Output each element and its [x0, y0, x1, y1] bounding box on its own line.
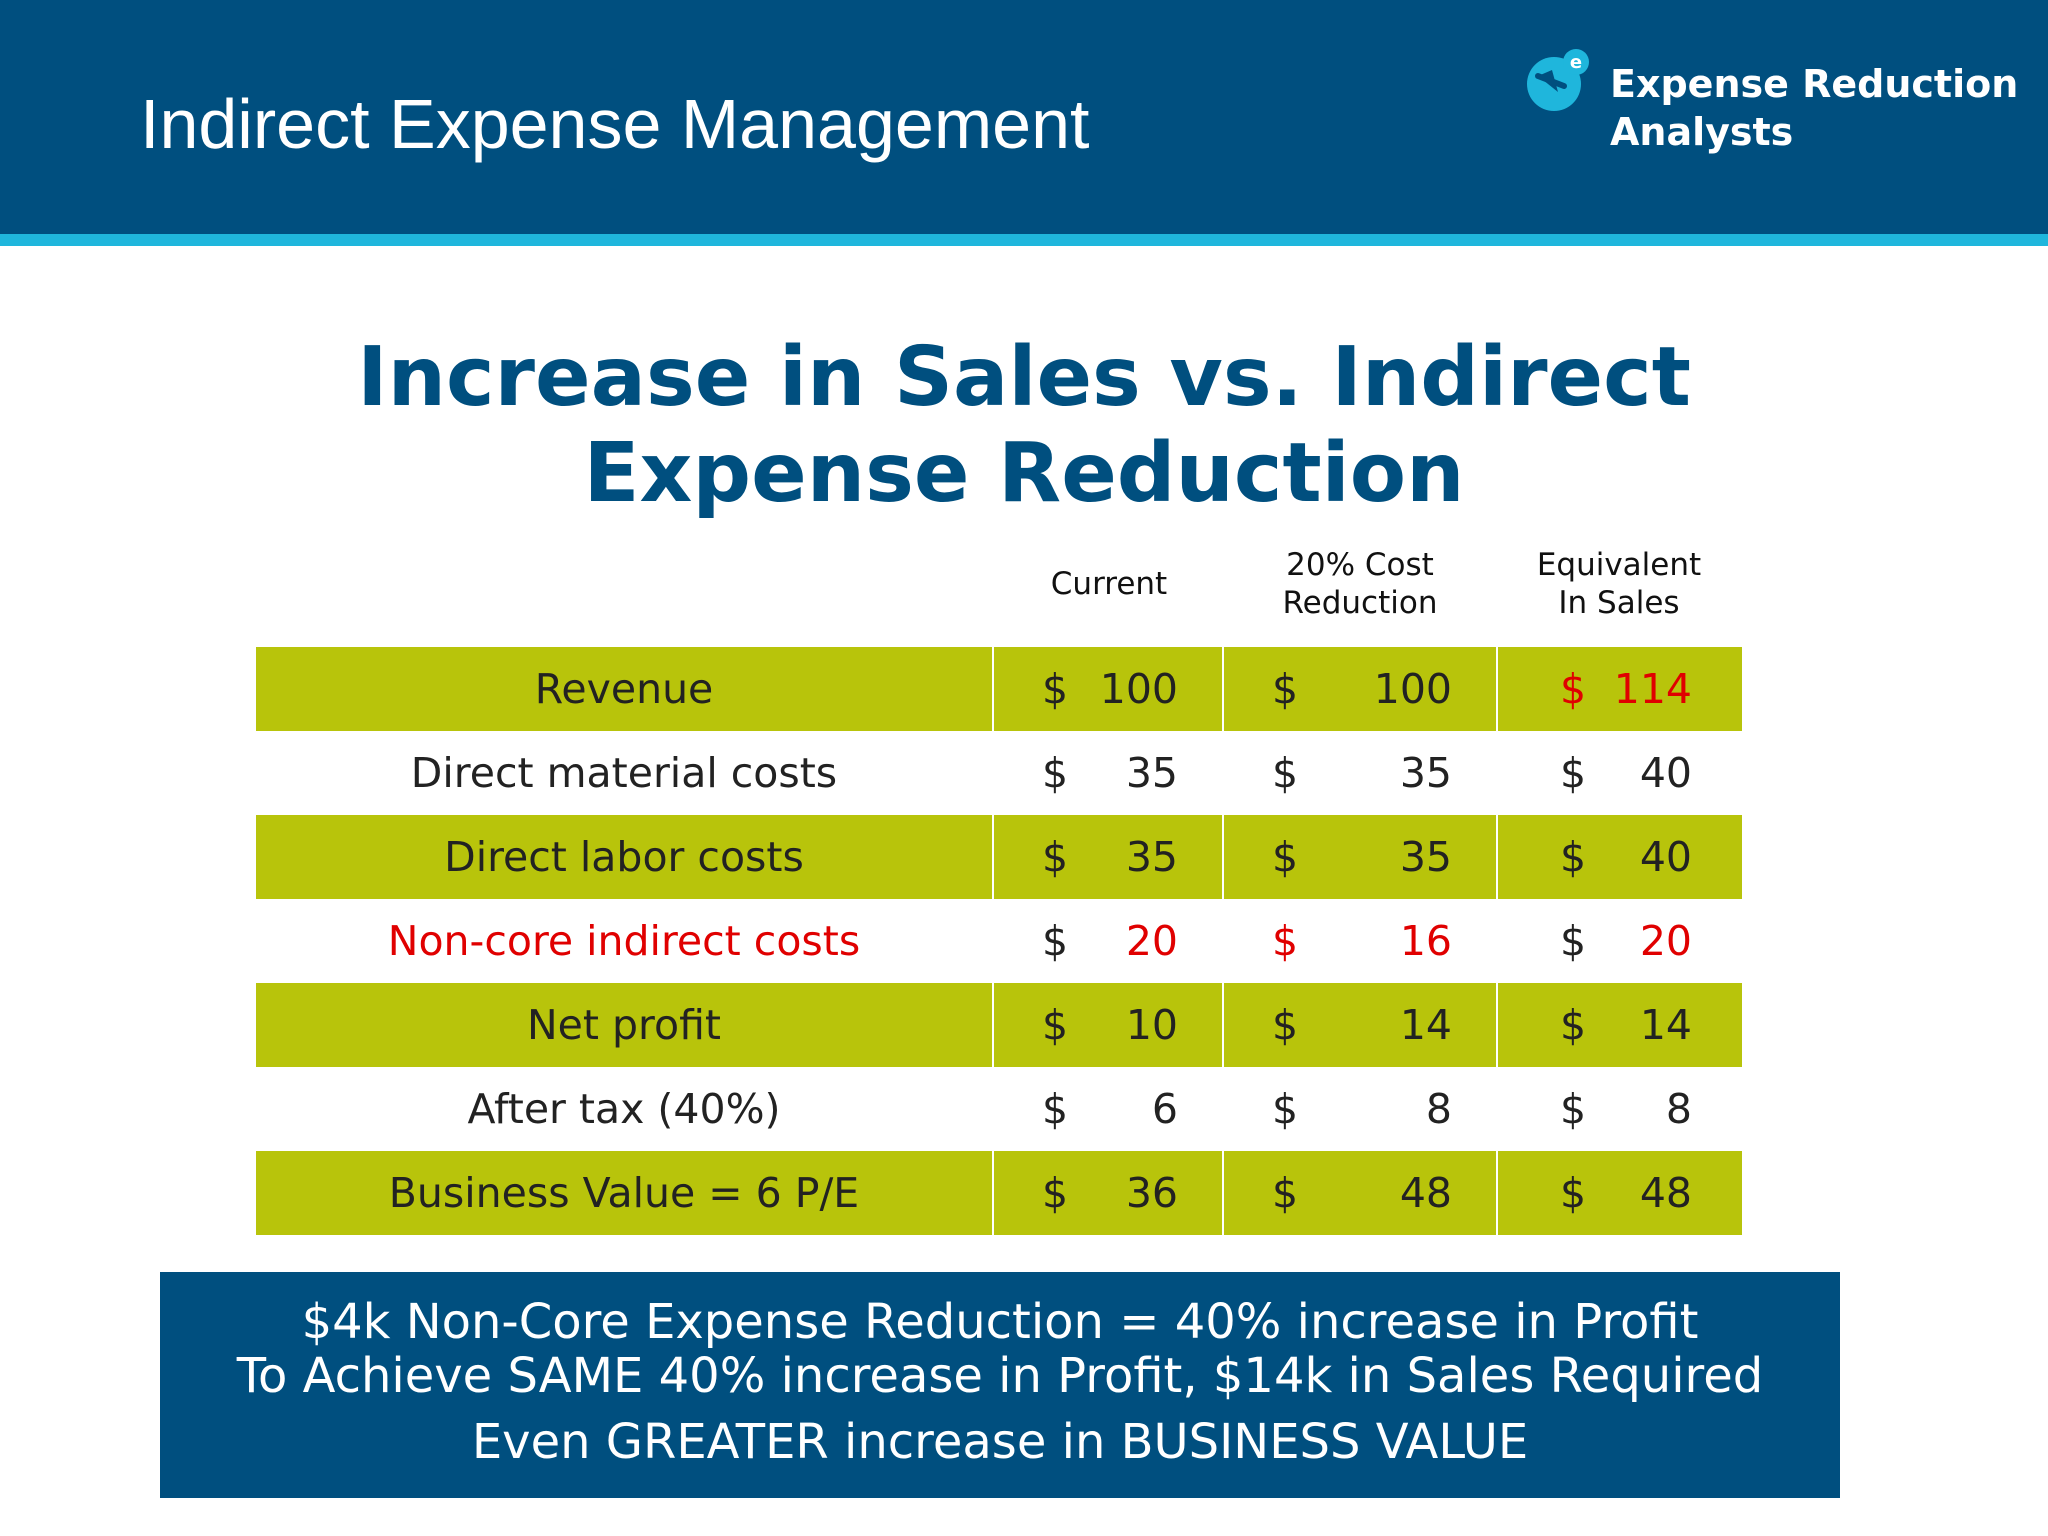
company-logo: e Expense Reduction Analysts	[1524, 46, 2018, 166]
currency-symbol: $	[1042, 917, 1069, 965]
table-cell: $40	[1498, 731, 1742, 815]
cell-value: 48	[1399, 1169, 1452, 1217]
row-label: Direct labor costs	[256, 815, 992, 899]
slide-title-line-1: Increase in Sales vs. Indirect	[357, 330, 1691, 425]
currency-symbol: $	[1042, 749, 1069, 797]
table-row: Revenue $100 $100 $114	[256, 647, 1742, 731]
table-cell: $48	[1498, 1151, 1742, 1235]
currency-symbol: $	[1272, 749, 1299, 797]
header-bar	[0, 0, 2048, 234]
currency-symbol: $	[1272, 833, 1299, 881]
table-cell: $100	[994, 647, 1222, 731]
slide-title-line-2: Expense Reduction	[583, 426, 1465, 521]
cell-value: 20	[1639, 917, 1692, 965]
table-cell: $16	[1224, 899, 1496, 983]
table-cell: $36	[994, 1151, 1222, 1235]
currency-symbol: $	[1042, 665, 1069, 713]
table-cell: $14	[1498, 983, 1742, 1067]
currency-symbol: $	[1560, 665, 1587, 713]
table-cell: $48	[1224, 1151, 1496, 1235]
currency-symbol: $	[1560, 749, 1587, 797]
currency-symbol: $	[1560, 1169, 1587, 1217]
comparison-table: Revenue $100 $100 $114 Direct material costs…	[256, 647, 1742, 1235]
table-cell: $10	[994, 983, 1222, 1067]
currency-symbol: $	[1042, 1085, 1069, 1133]
table-cell: $8	[1224, 1067, 1496, 1151]
table-row: Direct labor costs $35 $35 $40	[256, 815, 1742, 899]
cell-value: 35	[1399, 833, 1452, 881]
column-header-current: Current	[1050, 566, 1168, 602]
summary-line-2: To Achieve SAME 40% increase in Profit, …	[236, 1348, 1764, 1404]
cell-value: 48	[1639, 1169, 1692, 1217]
summary-banner: $4k Non-Core Expense Reduction = 40% inc…	[160, 1272, 1840, 1498]
summary-line-1: $4k Non-Core Expense Reduction = 40% inc…	[301, 1294, 1699, 1350]
table-cell: $8	[1498, 1067, 1742, 1151]
row-label: Direct material costs	[410, 749, 838, 797]
cell-value: 14	[1639, 1001, 1692, 1049]
table-cell: $35	[994, 731, 1222, 815]
column-header-equivalent-sales: Equivalent In Sales	[1536, 547, 1702, 621]
table-cell: $35	[1224, 815, 1496, 899]
summary-line-3: Even GREATER increase in BUSINESS VALUE	[471, 1414, 1529, 1470]
cell-value: 114	[1613, 665, 1692, 713]
cell-value: 35	[1399, 749, 1452, 797]
currency-symbol: $	[1272, 1001, 1299, 1049]
currency-symbol: $	[1272, 1085, 1299, 1133]
logo-line-1: Expense Reduction	[1610, 62, 2019, 106]
cell-value: 35	[1125, 833, 1178, 881]
row-label: Business Value = 6 P/E	[256, 1151, 992, 1235]
row-label: Net profit	[256, 983, 992, 1067]
currency-symbol: $	[1560, 1001, 1587, 1049]
table-cell: $20	[994, 899, 1222, 983]
currency-symbol: $	[1272, 665, 1299, 713]
table-row: Direct material costs $35 $35 $40	[256, 731, 1742, 815]
cell-value: 10	[1125, 1001, 1178, 1049]
table-cell: $35	[1224, 731, 1496, 815]
header-title: Indirect Expense Management	[140, 85, 1090, 163]
cell-value: 16	[1399, 917, 1452, 965]
currency-symbol: $	[1560, 1085, 1587, 1133]
slide-title: Increase in Sales vs. Indirect Expense R…	[0, 330, 2048, 522]
cell-value: 14	[1399, 1001, 1452, 1049]
cell-value: 36	[1125, 1169, 1178, 1217]
table-cell: $100	[1224, 647, 1496, 731]
table-cell: $40	[1498, 815, 1742, 899]
table-row: Business Value = 6 P/E $36 $48 $48	[256, 1151, 1742, 1235]
cell-value: 35	[1125, 749, 1178, 797]
table-row: Net profit $10 $14 $14	[256, 983, 1742, 1067]
currency-symbol: $	[1272, 1169, 1299, 1217]
header-stripe	[0, 234, 2048, 246]
table-cell: $35	[994, 815, 1222, 899]
currency-symbol: $	[1042, 1001, 1069, 1049]
table-cell: $114	[1498, 647, 1742, 731]
table-cell: $6	[994, 1067, 1222, 1151]
svg-text:e: e	[1570, 52, 1582, 73]
cell-value: 20	[1125, 917, 1178, 965]
cell-value: 40	[1639, 833, 1692, 881]
currency-symbol: $	[1272, 917, 1299, 965]
row-label: Revenue	[256, 647, 992, 731]
table-row: After tax (40%) $6 $8 $8	[256, 1067, 1742, 1151]
currency-symbol: $	[1042, 1169, 1069, 1217]
cell-value: 8	[1425, 1085, 1452, 1133]
logo-text: Expense Reduction Analysts	[1610, 60, 2018, 156]
table-cell: $20	[1498, 899, 1742, 983]
cell-value: 40	[1639, 749, 1692, 797]
table-cell: $14	[1224, 983, 1496, 1067]
row-label: After tax (40%)	[467, 1085, 781, 1133]
cell-value: 8	[1665, 1085, 1692, 1133]
cell-value: 6	[1151, 1085, 1178, 1133]
currency-symbol: $	[1560, 833, 1587, 881]
table-row: Non-core indirect costs $20 $16 $20	[256, 899, 1742, 983]
cell-value: 100	[1373, 665, 1452, 713]
row-label: Non-core indirect costs	[387, 917, 861, 965]
column-header-cost-reduction: 20% Cost Reduction	[1282, 547, 1438, 621]
logo-line-2: Analysts	[1610, 110, 1794, 154]
currency-symbol: $	[1042, 833, 1069, 881]
logo-icon: e	[1527, 49, 1589, 111]
cell-value: 100	[1099, 665, 1178, 713]
currency-symbol: $	[1560, 917, 1587, 965]
